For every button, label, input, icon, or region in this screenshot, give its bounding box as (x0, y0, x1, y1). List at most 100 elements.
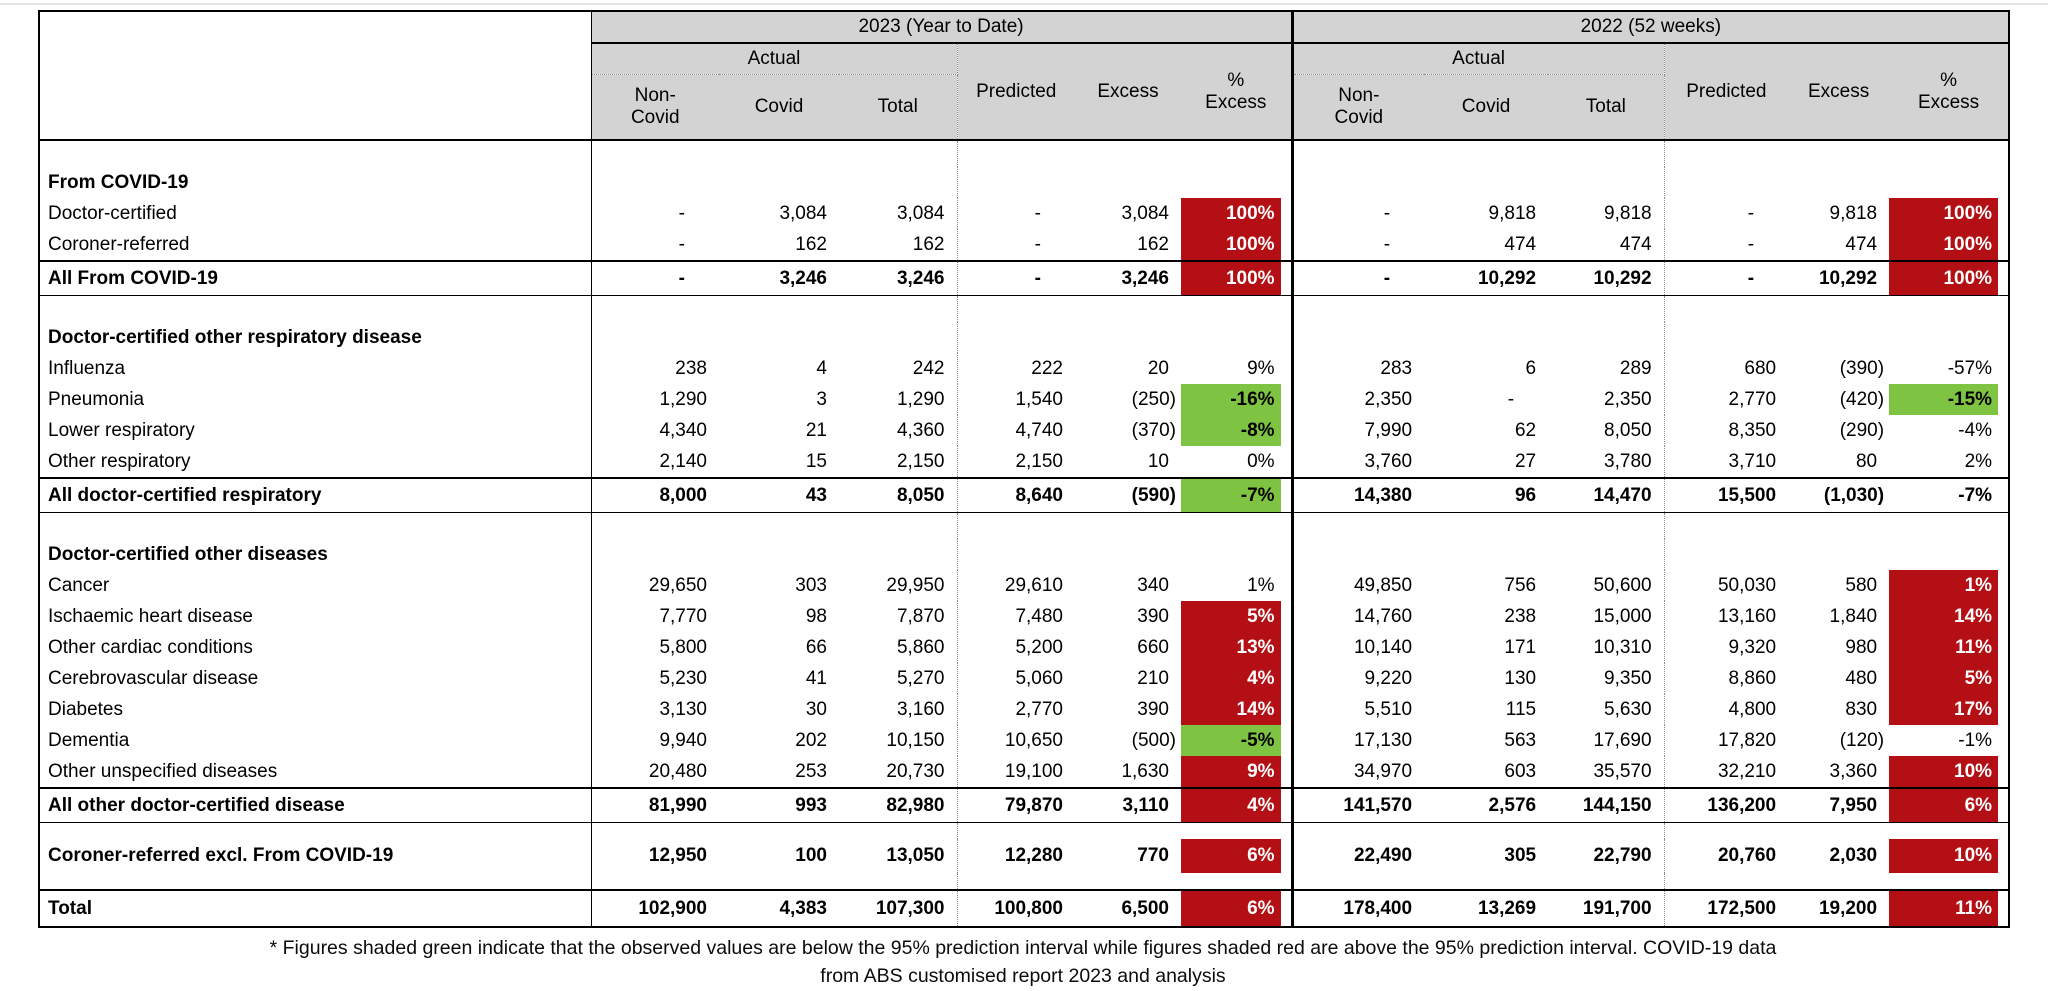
pct-excess-cell: 14% (1181, 694, 1294, 725)
value-cell: 5,060 (1015, 667, 1063, 689)
value-cell (1075, 873, 1181, 890)
value-cell: 172,500 (1664, 889, 1789, 927)
pct-excess-cell: -7% (1181, 477, 1294, 513)
pct-excess-header-2023: % Excess (1181, 43, 1294, 141)
pct-excess-cell: 6% (1889, 787, 2010, 823)
pct-excess-cell (1889, 823, 2009, 840)
pct-excess-cell (1889, 322, 2009, 353)
value-cell (1424, 322, 1548, 353)
value-cell: 3,130 (659, 698, 707, 720)
value-cell: 3,110 (1075, 787, 1181, 823)
table-row: Ischaemic heart disease 7,770 98 7,870 7,480… (39, 601, 2010, 632)
value-cell (1788, 513, 1889, 540)
value-cell: 242 (839, 353, 958, 384)
value-cell: 66 (805, 636, 827, 658)
value-cell: 390 (1137, 698, 1169, 720)
value-cell: (500) (1131, 729, 1176, 751)
row-label: Cerebrovascular disease (39, 663, 592, 694)
pct-excess-cell (1181, 322, 1294, 353)
pct-excess-cell (1889, 296, 2009, 323)
value-cell (839, 822, 958, 839)
value-cell: 2,576 (1424, 787, 1549, 823)
value-cell (1548, 295, 1665, 322)
value-cell: (250) (1131, 388, 1176, 410)
value-cell (1664, 140, 1788, 167)
pct-excess-cell: 10% (1889, 756, 2010, 788)
value-cell: 29,610 (1004, 574, 1063, 596)
value-cell: 50,600 (1548, 570, 1665, 601)
actual-header-2022: Actual (1292, 43, 1665, 75)
value-cell: (390) (1839, 357, 1885, 379)
pct-excess-cell (1181, 140, 1294, 167)
value-cell: 1,630 (1121, 760, 1169, 782)
pct-excess-cell: 5% (1181, 601, 1294, 632)
value-cell: - (1383, 233, 1391, 255)
value-cell: 340 (1137, 574, 1169, 596)
value-cell (1292, 140, 1424, 167)
value-cell: 480 (1845, 667, 1878, 689)
value-cell: 41 (805, 667, 827, 689)
value-cell: 303 (795, 574, 827, 596)
row-label: Doctor-certified (39, 198, 592, 229)
pct-excess-cell: 11% (1889, 889, 2010, 927)
value-cell: 289 (1548, 353, 1665, 384)
table-row: Other cardiac conditions 5,800 66 5,860 5,20… (39, 632, 2010, 663)
table-row: Cancer 29,650 303 29,950 29,610 340 1% 49,850 75… (39, 570, 2010, 601)
value-cell: - (1292, 260, 1425, 296)
value-cell: 8,050 (1548, 415, 1665, 446)
value-cell: 35,570 (1548, 756, 1665, 788)
pct-excess-cell (1181, 539, 1294, 570)
value-cell (719, 167, 839, 198)
pct-excess-cell: 4% (1181, 787, 1294, 823)
table-row: All doctor-certified respiratory 8,000 43 8… (39, 477, 2010, 513)
value-cell (957, 296, 1075, 323)
pct-excess-cell: 5% (1889, 663, 2010, 694)
pct-excess-cell: 17% (1889, 694, 2010, 725)
value-cell: 10,310 (1548, 632, 1665, 663)
pct-excess-cell (1889, 167, 2009, 198)
value-cell: 8,000 (591, 477, 719, 513)
value-cell (1788, 296, 1889, 323)
value-cell (1075, 539, 1181, 570)
value-cell: 6 (1525, 357, 1537, 379)
value-cell: (370) (1131, 419, 1176, 441)
value-cell (1788, 873, 1889, 890)
value-cell (591, 513, 719, 540)
value-cell: 993 (719, 787, 839, 823)
row-label: Doctor-certified other respiratory disea… (39, 322, 592, 353)
row-label: Dementia (39, 725, 592, 756)
value-cell (839, 322, 958, 353)
value-cell (1548, 167, 1665, 198)
row-label: Ischaemic heart disease (39, 601, 592, 632)
value-cell: 3,760 (1364, 450, 1413, 472)
value-cell: 4,383 (719, 889, 839, 927)
value-cell: - (957, 260, 1075, 296)
value-cell: 10,150 (839, 725, 958, 756)
spacer-row (39, 295, 2009, 323)
value-cell (1548, 873, 1665, 890)
value-cell (839, 140, 958, 167)
value-cell: 62 (1514, 419, 1537, 441)
value-cell: 32,210 (1717, 760, 1777, 782)
value-cell: 49,850 (1353, 574, 1413, 596)
value-cell: 9,320 (1728, 636, 1777, 658)
value-cell (1664, 539, 1788, 570)
pct-excess-cell: 10% (1889, 839, 2010, 873)
value-cell (1424, 296, 1548, 323)
non-covid-header-2023: Non-Covid (591, 74, 719, 141)
value-cell: 141,570 (1292, 787, 1425, 823)
value-cell: 19,200 (1788, 889, 1890, 927)
excess-header-2023: Excess (1075, 43, 1181, 141)
value-cell: 9,818 (1548, 198, 1665, 229)
year-2023-header: 2023 (Year to Date) (591, 11, 1294, 44)
value-cell (1424, 167, 1548, 198)
row-label: Lower respiratory (39, 415, 592, 446)
value-cell: 13,050 (839, 839, 958, 873)
value-cell: 3,710 (1728, 450, 1777, 472)
value-cell: 7,990 (1364, 419, 1413, 441)
non-covid-label: Non-Covid (630, 85, 680, 128)
value-cell: - (678, 233, 685, 255)
value-cell: 8,050 (839, 477, 958, 513)
value-cell (1664, 322, 1788, 353)
value-cell: 115 (1505, 698, 1537, 720)
